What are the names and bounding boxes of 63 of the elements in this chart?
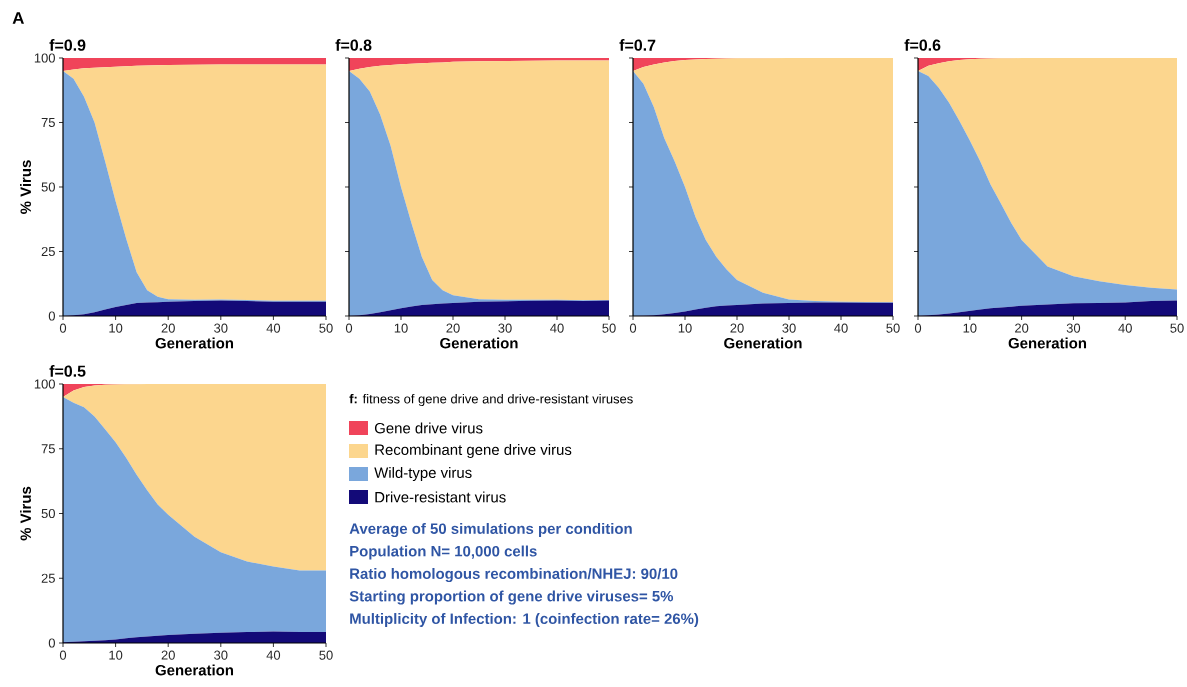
y-tick-label: 50 bbox=[41, 508, 55, 519]
x-tick-label: 40 bbox=[834, 323, 848, 333]
y-axis-title: % Virus bbox=[20, 486, 32, 541]
x-tick-label: 50 bbox=[1170, 323, 1184, 333]
x-tick-label: 20 bbox=[161, 650, 175, 660]
chart-title: f=0.5 bbox=[49, 365, 86, 377]
x-tick-label: 20 bbox=[161, 323, 175, 333]
x-tick-label: 30 bbox=[498, 323, 512, 333]
x-tick-label: 30 bbox=[214, 650, 228, 660]
x-axis-title: Generation bbox=[155, 664, 234, 676]
x-tick-label: 10 bbox=[109, 323, 123, 333]
legend-label: Recombinant gene drive virus bbox=[375, 444, 572, 458]
text: Average of 50 simulations per condition bbox=[349, 523, 632, 537]
legend-label: Wild-type virus bbox=[374, 467, 472, 481]
x-tick-label: 20 bbox=[730, 323, 744, 333]
y-tick-label: 100 bbox=[34, 379, 55, 389]
x-tick-label: 40 bbox=[1118, 323, 1132, 333]
x-tick-label: 40 bbox=[266, 650, 281, 660]
x-tick-label: 40 bbox=[550, 323, 564, 333]
chart-title: f=0.6 bbox=[904, 39, 941, 51]
x-tick-label: 10 bbox=[109, 650, 123, 660]
x-axis-title: Generation bbox=[1008, 337, 1087, 349]
chart-title: f=0.7 bbox=[619, 39, 656, 51]
text: Population N= 10,000 cells bbox=[350, 545, 537, 560]
x-tick-label: 50 bbox=[319, 323, 333, 333]
x-tick-label: 50 bbox=[602, 323, 616, 333]
x-tick-label: 0 bbox=[629, 323, 637, 333]
x-tick-label: 20 bbox=[446, 323, 460, 333]
y-tick-label: 50 bbox=[41, 182, 55, 192]
x-tick-label: 30 bbox=[1066, 323, 1081, 333]
chart-title: f=0.9 bbox=[49, 39, 86, 51]
x-tick-label: 10 bbox=[678, 323, 692, 333]
y-tick-label: 75 bbox=[41, 117, 55, 128]
x-axis-title: Generation bbox=[724, 337, 802, 349]
legend-label: Gene drive virus bbox=[374, 422, 483, 434]
y-tick-label: 100 bbox=[34, 53, 55, 63]
x-axis-title: Generation bbox=[440, 337, 518, 349]
x-tick-label: 10 bbox=[394, 323, 408, 333]
x-tick-label: 30 bbox=[214, 323, 228, 333]
x-tick-label: 10 bbox=[963, 323, 977, 333]
x-tick-label: 0 bbox=[59, 323, 67, 333]
y-tick-label: 25 bbox=[41, 246, 55, 257]
text: A bbox=[12, 12, 24, 24]
y-tick-label: 75 bbox=[41, 444, 55, 454]
x-tick-label: 0 bbox=[914, 323, 922, 333]
x-tick-label: 0 bbox=[59, 650, 67, 660]
y-tick-label: 0 bbox=[48, 311, 55, 321]
x-axis-title: Generation bbox=[155, 337, 234, 349]
legend-title: f: fitness of gene drive and drive-resistant viruses bbox=[349, 393, 633, 407]
chart-title: f=0.8 bbox=[335, 39, 372, 51]
x-tick-label: 20 bbox=[1015, 323, 1029, 333]
text: Starting proportion of gene drive viruses= 5% bbox=[349, 590, 674, 605]
y-tick-label: 25 bbox=[41, 573, 55, 583]
text: Multiplicity of Infection: 1 (coinfection rate= 26%) bbox=[350, 613, 699, 627]
text: Ratio homologous recombination/NHEJ: 90/10 bbox=[350, 568, 678, 582]
y-tick-label: 0 bbox=[48, 638, 55, 648]
x-tick-label: 40 bbox=[266, 323, 281, 333]
legend-label: Drive-resistant virus bbox=[375, 491, 506, 503]
x-tick-label: 30 bbox=[782, 323, 796, 333]
x-tick-label: 0 bbox=[345, 323, 353, 333]
y-axis-title: % Virus bbox=[20, 160, 32, 214]
x-tick-label: 50 bbox=[886, 323, 900, 333]
x-tick-label: 50 bbox=[319, 650, 333, 660]
